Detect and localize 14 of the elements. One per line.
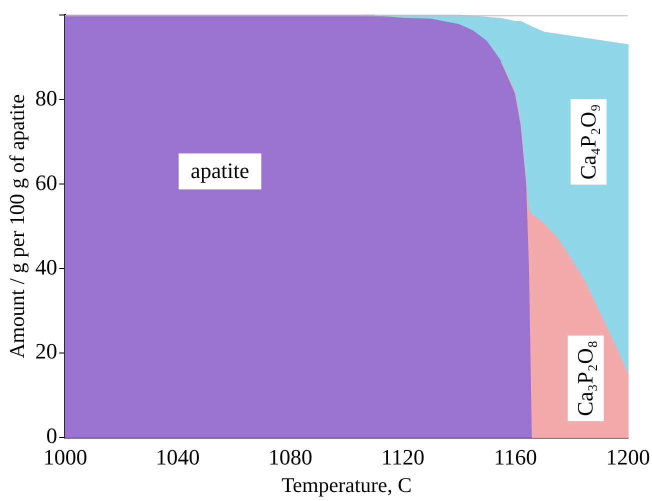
series-label: Ca₄P₂O₉ — [575, 104, 600, 180]
y-tick-label: 40 — [35, 254, 58, 280]
y-tick-label: 20 — [35, 338, 58, 364]
x-tick-label: 1160 — [494, 444, 538, 470]
x-tick-label: 1080 — [268, 444, 312, 470]
x-tick-label: 1040 — [156, 444, 200, 470]
y-tick-label: 80 — [35, 85, 58, 110]
series-label: Ca₃P₂O₈ — [572, 340, 598, 416]
x-axis-title: Temperature, C — [281, 472, 412, 497]
y-axis-title: Amount / g per 100 g of apatite — [5, 94, 30, 358]
y-tick-label: 60 — [35, 170, 58, 195]
x-tick-label: 1120 — [381, 444, 424, 470]
x-tick-label: 1200 — [606, 444, 650, 470]
series-label: apatite — [190, 158, 250, 184]
